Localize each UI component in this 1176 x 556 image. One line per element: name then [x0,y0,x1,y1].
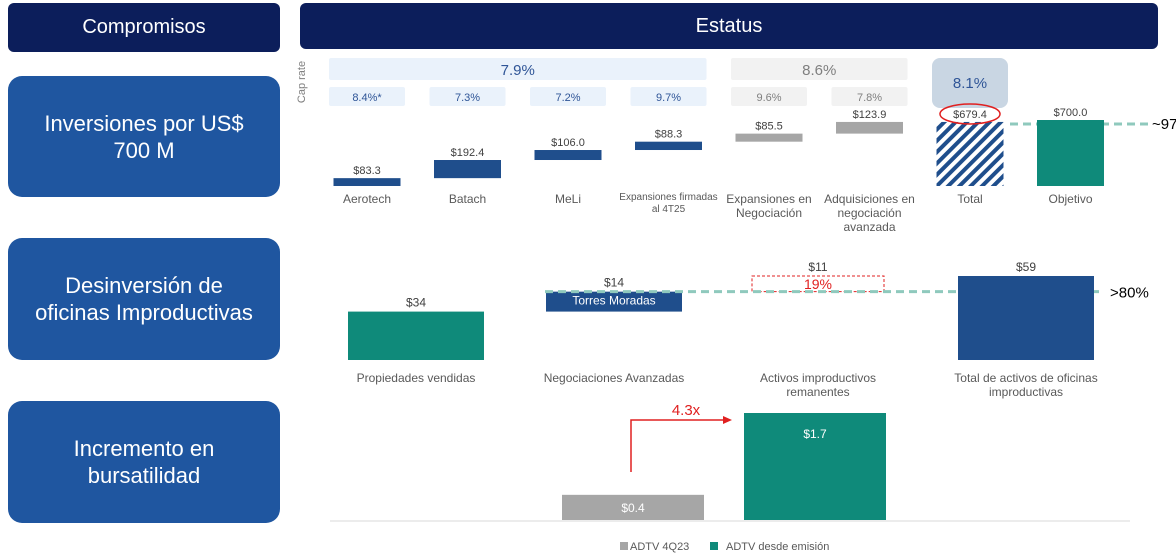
cap-rate-box [630,87,707,106]
highlight-circle [939,103,1001,125]
category-label: Propiedades vendidas [356,371,476,385]
cap-rate-box [530,87,606,106]
category-label: MeLi [554,192,581,206]
bar [744,413,886,520]
value-label: $123.9 [853,109,887,121]
bar [546,291,682,312]
category-label: Expansiones en Negociación [726,192,812,220]
category-label: Total [957,192,983,206]
inner-label: 19% [804,276,832,292]
cap-rate-value: 8.4%* [352,92,382,104]
bar [751,275,885,293]
value-label: $85.5 [755,121,783,133]
bar [735,133,803,142]
bar [635,141,702,151]
value-label: $83.3 [353,165,381,177]
cap-rate-value: 9.6% [756,92,781,104]
annotation: ~97% [1152,116,1176,133]
header-right: Estatus [300,3,1158,49]
bar [1037,120,1104,186]
cap-rate-group [731,58,908,80]
bar [348,311,484,360]
cap-rate-value: 7.8% [857,92,882,104]
growth-arrow [630,419,724,472]
value-label: $0.4 [621,501,645,515]
cap-rate-group [932,58,1008,108]
cap-rate-label: Cap rate [296,61,308,103]
category-label: Adquisiciones en negociación avanzada [824,192,915,234]
bar [333,178,401,186]
bar [958,276,1094,360]
value-label: $11 [808,260,827,274]
category-label: Negociaciones Avanzadas [543,371,685,385]
value-label: $88.3 [655,129,683,141]
arrow-head [723,416,732,424]
cap-rate-group [329,58,707,80]
value-label: $1.7 [803,427,827,441]
row-label: Inversiones por US$ 700 M [8,76,280,197]
cap-rate-value: 7.3% [455,92,480,104]
bar [562,494,704,520]
cap-rate-box [731,87,807,106]
cap-rate-box [329,87,405,106]
category-label: Total de activos de oficinas improductiv… [954,371,1098,399]
cap-rate-box [429,87,506,106]
value-label: $679.4 [953,109,987,121]
cap-rate-value: 7.2% [555,92,580,104]
legend-swatch [710,542,718,550]
value-label: $192.4 [451,147,485,159]
inner-label: Torres Moradas [572,294,655,308]
legend-label: ADTV desde emisión [726,541,829,553]
cap-rate-group-label: 8.6% [802,62,836,79]
header-left: Compromisos [8,3,280,52]
bar [936,121,1004,186]
category-label: Aerotech [342,192,392,206]
cap-rate-value: 9.7% [656,92,681,104]
legend-swatch [620,542,628,550]
annotation: >80% [1110,285,1149,302]
value-label: $34 [406,296,426,310]
cap-rate-group-label: 8.1% [953,75,987,92]
category-label: Expansiones firmadas al 4T25 [619,192,718,215]
value-label: $106.0 [551,137,585,149]
value-label: $700.0 [1054,107,1088,119]
bar [434,160,501,179]
category-label: Batach [448,192,487,206]
category-label: Activos improductivos remanentes [759,371,877,399]
bar [836,121,903,134]
cap-rate-group-label: 7.9% [501,62,535,79]
row-label: Desinversión de oficinas Improductivas [8,238,280,360]
category-label: Objetivo [1048,192,1093,206]
bar [534,150,602,161]
value-label: $14 [604,276,624,290]
value-label: $59 [1016,260,1036,274]
legend-label: ADTV 4Q23 [630,541,689,553]
cap-rate-box [831,87,908,106]
row-label: Incremento en bursatilidad [8,401,280,523]
annotation: 4.3x [672,402,701,419]
